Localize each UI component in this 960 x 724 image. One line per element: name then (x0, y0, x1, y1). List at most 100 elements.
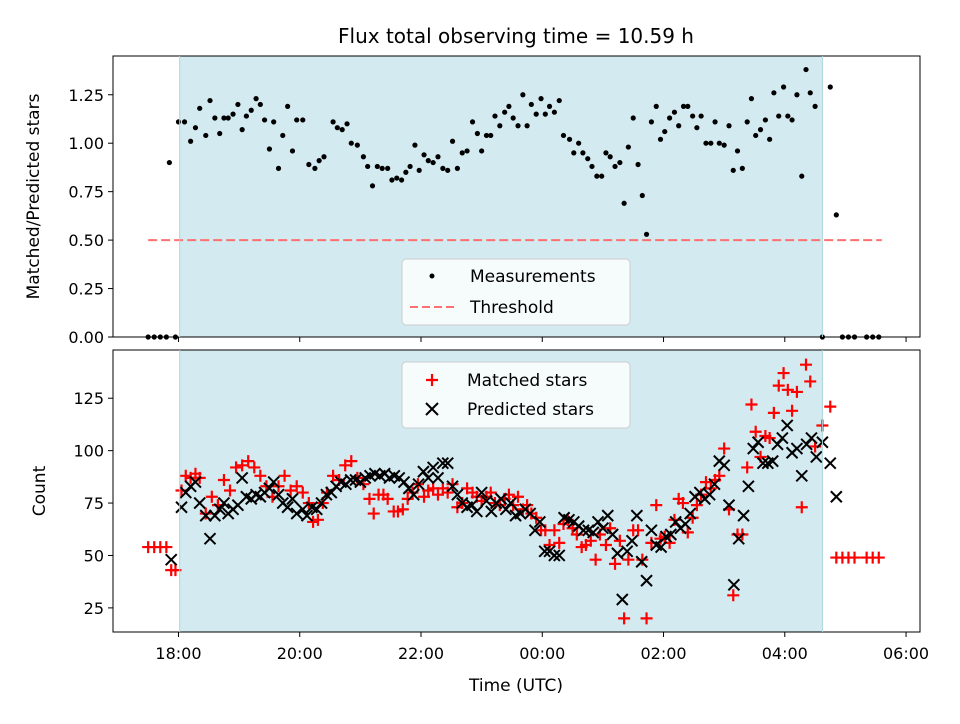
matched-point (872, 551, 885, 564)
matched-point (345, 455, 358, 468)
matched-point (599, 538, 612, 551)
measurement-point (217, 130, 223, 137)
measurement-point (585, 156, 591, 162)
xtick-label: 00:00 (519, 644, 565, 663)
measurement-point (197, 105, 203, 111)
matched-point (632, 524, 645, 537)
ytick-label: 50 (84, 546, 104, 565)
matched-point (418, 490, 431, 503)
predicted-point (480, 494, 493, 508)
predicted-point (189, 475, 202, 489)
measurement-point (708, 140, 714, 146)
measurement-point (275, 165, 282, 171)
predicted-point (422, 471, 435, 485)
measurement-point (807, 90, 813, 96)
predicted-point (417, 465, 430, 478)
measurement-point (369, 183, 376, 189)
measurement-point (556, 97, 562, 104)
predicted-point (538, 545, 551, 558)
predicted-point (553, 549, 566, 562)
top-legend: Measurements Threshold (401, 258, 631, 326)
predicted-point (465, 498, 479, 512)
matched-point (795, 501, 808, 514)
measurement-point (753, 132, 759, 139)
predicted-point (208, 509, 222, 522)
matched-point (800, 358, 813, 371)
ytick-label: 1.00 (68, 134, 104, 153)
predicted-point (717, 459, 731, 472)
measurement-point (403, 169, 409, 175)
ytick-label: 100 (73, 442, 104, 461)
xtick-label: 06:00 (883, 644, 929, 663)
measurement-point (734, 148, 741, 154)
matched-point (401, 492, 414, 505)
measurement-point (253, 96, 259, 102)
predicted-point (795, 469, 808, 483)
matched-point (781, 383, 794, 396)
xtick-label: 20:00 (277, 644, 323, 663)
bottom-legend-box (401, 361, 631, 429)
predicted-point (722, 498, 736, 512)
measurement-point (648, 119, 655, 125)
matched-point (570, 528, 583, 541)
predicted-point (499, 503, 513, 516)
predicted-point (451, 488, 464, 501)
measurement-point (612, 163, 618, 170)
predicted-point (548, 549, 561, 562)
matched-point (217, 473, 230, 486)
measurement-point (192, 125, 199, 131)
matched-point (749, 425, 762, 438)
measurement-point (716, 140, 722, 146)
matched-point (548, 524, 561, 537)
matched-point (777, 367, 790, 380)
ytick-label: 25 (84, 599, 104, 618)
predicted-point (296, 503, 309, 516)
ytick-label: 125 (73, 389, 104, 408)
legend-matched-marker (426, 374, 438, 386)
measurement-point (780, 84, 787, 90)
measurement-point (571, 150, 577, 156)
top-panel: 0.00 0.25 0.50 0.75 1.00 1.25 Matched/Predict… (24, 55, 921, 347)
measurement-point (188, 138, 194, 144)
top-axes-frame (112, 55, 921, 338)
xtick-label: 04:00 (762, 644, 808, 663)
matched-point (786, 404, 799, 417)
legend-predicted-label: Predicted stars (467, 400, 594, 420)
measurement-point (635, 161, 641, 168)
measurement-point (666, 115, 673, 121)
matched-point (248, 461, 261, 474)
matched-point (804, 375, 817, 388)
measurement-point (739, 165, 745, 171)
measurement-point (524, 123, 530, 129)
measurement-point (348, 140, 354, 146)
predicted-point (402, 482, 416, 495)
measurement-point (449, 138, 456, 144)
matched-point (224, 484, 237, 497)
predicted-point (533, 515, 547, 529)
predicted-point (426, 461, 440, 474)
measurement-point (339, 127, 345, 133)
measurement-point (653, 103, 659, 109)
predicted-point (272, 488, 285, 501)
predicted-point (179, 486, 192, 499)
predicted-point (693, 486, 707, 499)
measurement-point (580, 150, 586, 156)
measurement-point (502, 109, 508, 115)
predicted-point (504, 496, 517, 510)
predicted-point (805, 431, 818, 445)
predicted-point (645, 524, 658, 537)
predicted-point (407, 488, 420, 501)
predicted-point (199, 509, 212, 522)
measurement-point (425, 158, 431, 164)
measurement-point (576, 140, 582, 146)
measurement-point (430, 159, 436, 166)
measurement-point (730, 167, 736, 173)
matched-point (363, 492, 376, 505)
predicted-point (703, 488, 716, 501)
predicted-point (344, 473, 357, 487)
predicted-point (267, 475, 280, 489)
measurement-point (680, 103, 687, 109)
predicted-point (654, 540, 668, 554)
measurement-point (671, 109, 678, 115)
matched-point (640, 612, 653, 625)
